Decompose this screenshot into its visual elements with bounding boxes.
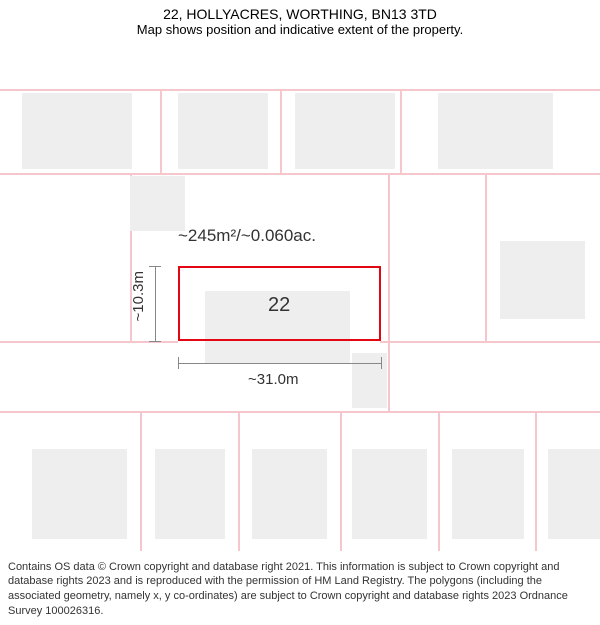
- page-subtitle: Map shows position and indicative extent…: [0, 22, 600, 37]
- parcel-boundary: [0, 89, 600, 91]
- dimension-tick: [381, 357, 382, 369]
- building-footprint: [178, 93, 268, 169]
- parcel-boundary: [438, 411, 440, 551]
- building-footprint: [352, 353, 387, 408]
- parcel-boundary: [160, 89, 162, 173]
- building-footprint: [32, 449, 127, 539]
- building-footprint: [352, 449, 427, 539]
- building-footprint: [500, 241, 585, 319]
- building-footprint: [548, 449, 600, 539]
- parcel-boundary: [140, 411, 142, 551]
- header: 22, HOLLYACRES, WORTHING, BN13 3TD Map s…: [0, 0, 600, 41]
- parcel-boundary: [340, 411, 342, 551]
- copyright-footer: Contains OS data © Crown copyright and d…: [0, 554, 600, 625]
- area-label: ~245m²/~0.060ac.: [178, 226, 316, 246]
- page-title: 22, HOLLYACRES, WORTHING, BN13 3TD: [0, 6, 600, 22]
- building-footprint: [252, 449, 327, 539]
- parcel-boundary: [535, 411, 537, 551]
- building-footprint: [22, 93, 132, 169]
- width-dimension-line: [178, 363, 381, 364]
- parcel-boundary: [0, 173, 600, 175]
- building-footprint: [295, 93, 395, 169]
- parcel-boundary: [0, 411, 600, 413]
- building-footprint: [130, 176, 185, 231]
- building-footprint: [155, 449, 225, 539]
- parcel-boundary: [380, 341, 600, 343]
- property-number: 22: [268, 294, 290, 317]
- parcel-boundary: [388, 173, 390, 411]
- building-footprint: [452, 449, 524, 539]
- map-area: ~245m²/~0.060ac. 22 ~31.0m ~10.3m: [0, 41, 600, 546]
- parcel-boundary: [485, 173, 487, 343]
- parcel-boundary: [280, 89, 282, 173]
- parcel-boundary: [400, 89, 402, 173]
- dimension-tick: [149, 341, 161, 342]
- building-footprint: [438, 93, 553, 169]
- dimension-tick: [149, 266, 161, 267]
- parcel-boundary: [238, 411, 240, 551]
- height-dimension-line: [155, 266, 156, 341]
- width-dimension-label: ~31.0m: [248, 371, 298, 388]
- height-dimension-label: ~10.3m: [130, 271, 147, 321]
- dimension-tick: [178, 357, 179, 369]
